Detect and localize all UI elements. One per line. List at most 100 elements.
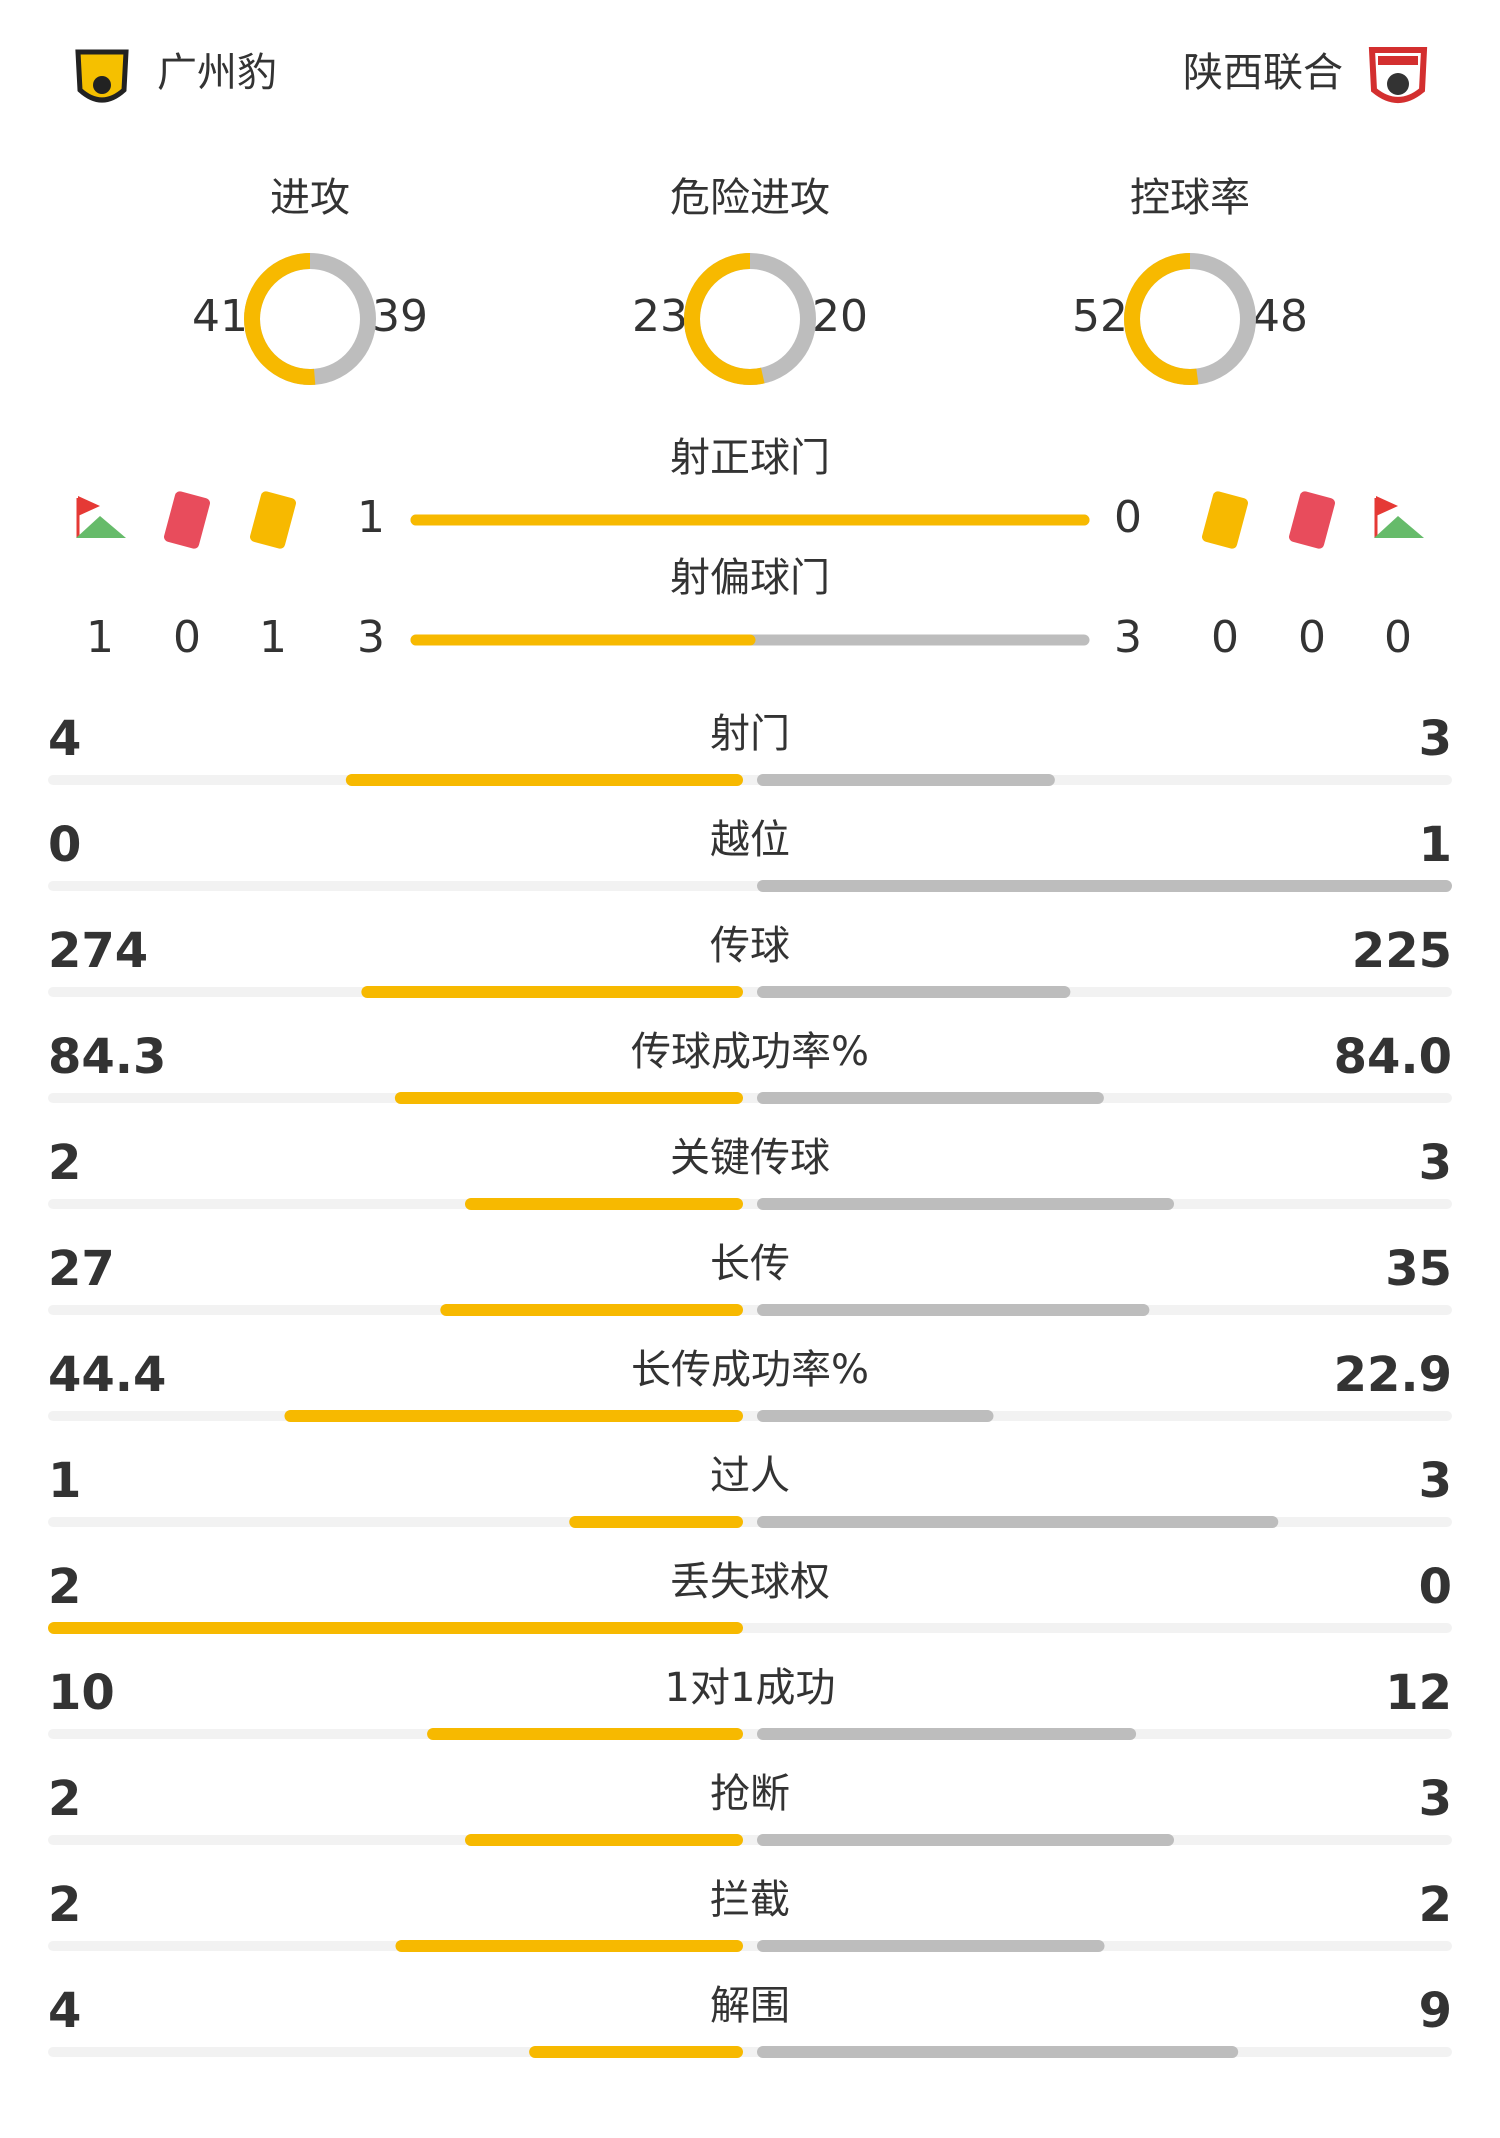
- home-bar: [394, 1092, 743, 1104]
- home-value: 0: [48, 817, 81, 873]
- away-logo: [1368, 47, 1428, 103]
- shot-label: 射偏球门: [670, 555, 830, 601]
- away-value: 12: [1385, 1665, 1452, 1721]
- track: [48, 1941, 1452, 1951]
- home-value: 1: [48, 1453, 81, 1509]
- red-card: [1289, 491, 1335, 549]
- home-count: 1: [86, 612, 114, 663]
- home-bar: [529, 2046, 743, 2058]
- shot-label: 射正球门: [670, 435, 830, 481]
- home-logo: [75, 49, 129, 103]
- donut-label: 控球率: [1130, 175, 1250, 221]
- red-card: [164, 491, 210, 549]
- home-value: 3: [357, 612, 385, 663]
- away-value: 35: [1385, 1241, 1452, 1297]
- away-bar: [757, 1834, 1174, 1846]
- away-value: 22.9: [1334, 1347, 1452, 1403]
- away-count: 0: [1384, 612, 1412, 663]
- away-value: 3: [1419, 1453, 1452, 1509]
- away-bar: [757, 1516, 1279, 1528]
- away-value: 2: [1419, 1877, 1452, 1933]
- yellow-card: [1202, 491, 1248, 549]
- away-bar: [757, 1304, 1150, 1316]
- stat-label: 解围: [710, 1983, 790, 2029]
- away-bar: [757, 1940, 1105, 1952]
- track: [48, 1835, 1452, 1845]
- home-bar: [465, 1834, 743, 1846]
- away-value: 225: [1352, 923, 1452, 979]
- home-bar: [440, 1304, 743, 1316]
- track: [48, 1411, 1452, 1421]
- stat-label: 丢失球权: [670, 1559, 830, 1605]
- home-bar: [395, 1940, 743, 1952]
- home-value: 4: [48, 711, 81, 767]
- home-value: 10: [48, 1665, 115, 1721]
- home-arc: [684, 253, 816, 385]
- stat-label: 关键传球: [670, 1135, 830, 1181]
- away-bar: [757, 1198, 1174, 1210]
- stat-label: 传球: [710, 923, 790, 969]
- home-value: 2: [48, 1559, 81, 1615]
- home-bar: [361, 986, 743, 998]
- away-team: 陕西联合: [1183, 50, 1343, 96]
- stat-label: 长传: [710, 1241, 790, 1287]
- track: [48, 1305, 1452, 1315]
- away-bar: [757, 2046, 1239, 2058]
- home-value: 84.3: [48, 1029, 166, 1085]
- away-value: 39: [372, 291, 428, 342]
- away-count: 0: [1211, 612, 1239, 663]
- away-value: 84.0: [1334, 1029, 1452, 1085]
- away-count: 0: [1298, 612, 1326, 663]
- away-bar: [757, 880, 1452, 892]
- away-value: 20: [812, 291, 868, 342]
- home-bar: [427, 1728, 743, 1740]
- away-value: 9: [1419, 1983, 1452, 2039]
- track: [48, 1093, 1452, 1103]
- home-bar: [48, 1622, 743, 1634]
- away-bar: [757, 1728, 1137, 1740]
- stat-label: 过人: [710, 1453, 790, 1499]
- home-count: 0: [173, 612, 201, 663]
- away-bar: [757, 1410, 994, 1422]
- yellow-card: [250, 491, 296, 549]
- home-value: 2: [48, 1135, 81, 1191]
- away-value: 3: [1419, 1135, 1452, 1191]
- donut-label: 危险进攻: [670, 175, 830, 221]
- stat-label: 越位: [710, 817, 790, 863]
- home-arc: [1124, 253, 1256, 385]
- home-value: 2: [48, 1877, 81, 1933]
- home-bar: [345, 774, 743, 786]
- home-team: 广州豹: [157, 50, 277, 96]
- track: [48, 1199, 1452, 1209]
- home-value: 44.4: [48, 1347, 166, 1403]
- home-count: 1: [259, 612, 287, 663]
- track: [48, 987, 1452, 997]
- stat-label: 拦截: [710, 1877, 790, 1923]
- home-value: 4: [48, 1983, 81, 2039]
- stat-label: 1对1成功: [665, 1665, 836, 1711]
- away-bar: [757, 774, 1055, 786]
- home-value: 1: [357, 492, 385, 543]
- away-value: 48: [1252, 291, 1308, 342]
- home-value: 41: [192, 291, 248, 342]
- away-bar: [757, 986, 1071, 998]
- track: [48, 2047, 1452, 2057]
- away-value: 0: [1114, 492, 1142, 543]
- home-bar: [569, 1516, 743, 1528]
- stat-label: 长传成功率%: [631, 1347, 869, 1393]
- home-value: 2: [48, 1771, 81, 1827]
- home-value: 23: [632, 291, 688, 342]
- home-arc: [244, 253, 376, 385]
- track: [48, 775, 1452, 785]
- stat-label: 传球成功率%: [631, 1029, 869, 1075]
- home-bar: [284, 1410, 743, 1422]
- stat-label: 抢断: [710, 1771, 790, 1817]
- track: [48, 1729, 1452, 1739]
- away-value: 3: [1419, 711, 1452, 767]
- stat-label: 射门: [710, 711, 790, 757]
- corner-field: [76, 516, 126, 538]
- corner-flag: [78, 496, 100, 516]
- away-value: 3: [1114, 612, 1142, 663]
- home-value: 52: [1072, 291, 1128, 342]
- away-bar: [757, 1092, 1104, 1104]
